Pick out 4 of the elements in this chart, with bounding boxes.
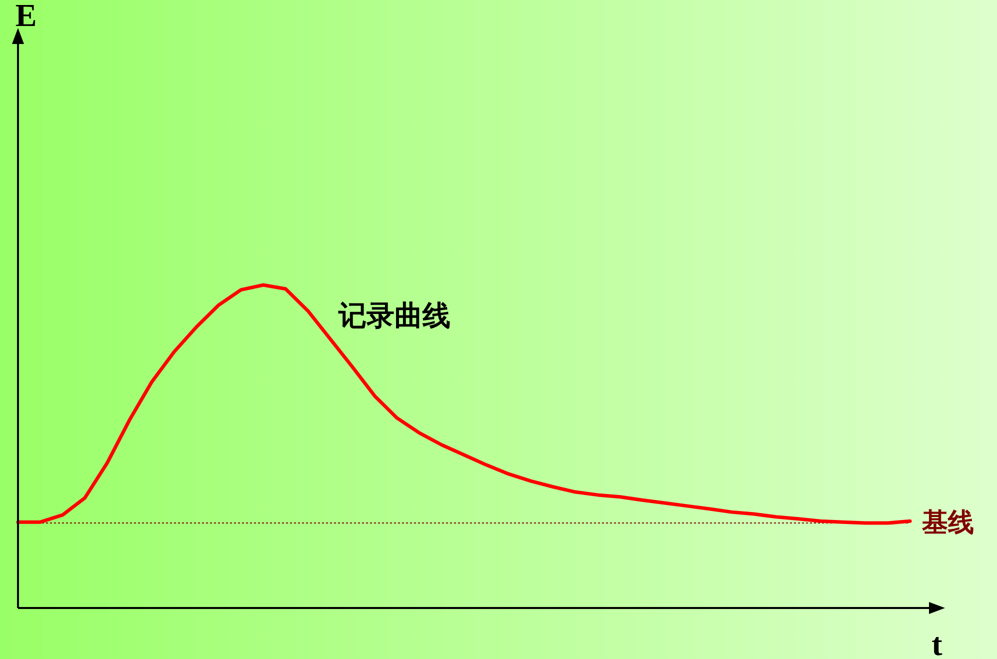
text: E bbox=[15, 0, 37, 33]
x-axis-title: t bbox=[932, 626, 943, 659]
ref-line-label: 基线 bbox=[921, 507, 974, 538]
series-label: 记录曲线 bbox=[337, 300, 450, 331]
